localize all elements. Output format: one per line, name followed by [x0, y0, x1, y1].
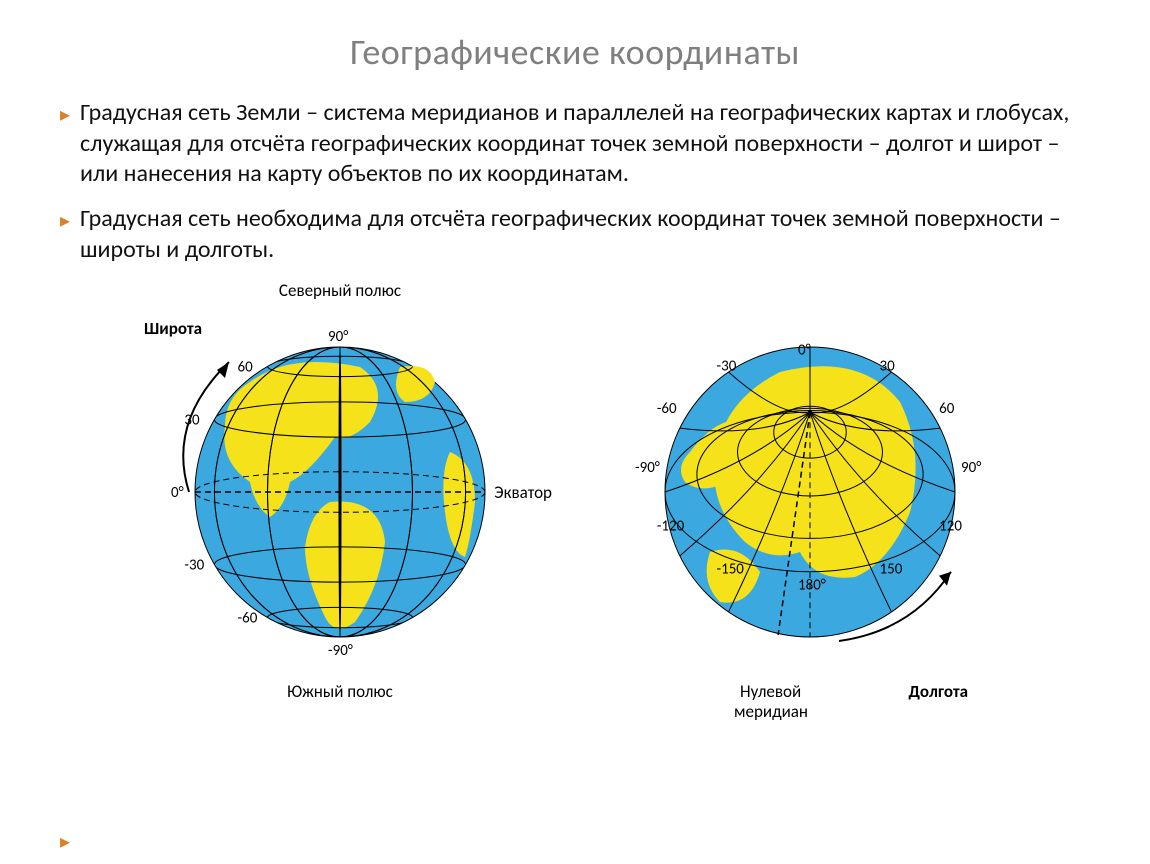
svg-text:0°: 0°	[798, 341, 811, 359]
svg-text:120: 120	[939, 517, 962, 535]
longitude-label: Долгота	[909, 681, 968, 702]
svg-text:-60: -60	[238, 609, 258, 627]
north-pole-label: Северный полюс	[279, 280, 401, 301]
svg-text:-30: -30	[184, 556, 204, 574]
svg-text:90°: 90°	[961, 458, 981, 476]
svg-text:-90°: -90°	[328, 642, 353, 660]
svg-text:90°: 90°	[328, 328, 348, 346]
globe-longitude: -150 -120 -90° -60 -30 0° 30 60 90° 120 150 180° Ну…	[620, 280, 1000, 700]
page-title: Географические координаты	[60, 30, 1090, 74]
bullet-text: Градусная сеть необходима для отсчёта ге…	[80, 204, 1090, 265]
globe-left-svg: 90°60300°-30-60-90°	[150, 302, 530, 682]
footer-bullet-icon: ▸	[60, 829, 70, 854]
prime-meridian-label-2: меридиан	[734, 701, 808, 722]
bullet-text: Градусная сеть Земли – система меридиано…	[80, 98, 1090, 190]
south-pole-label: Южный полюс	[287, 681, 393, 702]
svg-text:-90°: -90°	[635, 458, 660, 476]
globe-latitude: Северный полюс Широта 90°60300°-30-60-90…	[150, 280, 530, 700]
svg-text:0°: 0°	[171, 484, 184, 502]
globe-right-svg: -150 -120 -90° -60 -30 0° 30 60 90° 120 150 180°	[620, 302, 1000, 682]
svg-text:30: 30	[880, 357, 896, 375]
equator-label: Экватор	[494, 482, 552, 503]
svg-text:-150: -150	[717, 560, 745, 578]
svg-text:60: 60	[238, 358, 254, 376]
svg-text:180°: 180°	[798, 576, 826, 594]
bullet-item: ▸ Градусная сеть необходима для отсчёта …	[60, 204, 1090, 265]
bullet-marker-icon: ▸	[60, 208, 70, 233]
svg-text:-30: -30	[717, 357, 737, 375]
svg-text:-120: -120	[657, 517, 685, 535]
bullet-item: ▸ Градусная сеть Земли – система меридиа…	[60, 98, 1090, 190]
svg-text:150: 150	[880, 560, 903, 578]
bullet-marker-icon: ▸	[60, 102, 70, 127]
prime-meridian-label-1: Нулевой	[740, 681, 801, 702]
svg-text:-60: -60	[657, 400, 677, 418]
svg-text:60: 60	[939, 400, 955, 418]
diagram-area: Северный полюс Широта 90°60300°-30-60-90…	[60, 280, 1090, 700]
